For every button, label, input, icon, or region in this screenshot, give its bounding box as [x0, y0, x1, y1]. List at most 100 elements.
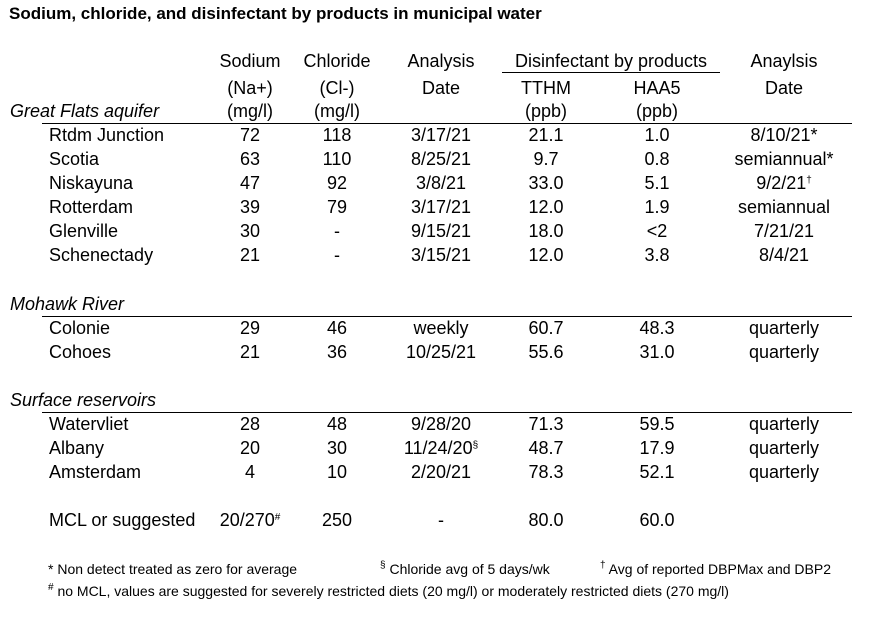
- cell-sodium: 72: [239, 125, 261, 145]
- cell-haa5: <2: [646, 221, 668, 241]
- cell-haa5: 31.0: [639, 342, 675, 362]
- mcl-label: MCL or suggested: [49, 510, 196, 530]
- cell-analysis-date-2: quarterly: [748, 462, 820, 482]
- cell-sodium: 30: [239, 221, 261, 241]
- cell-sodium: 47: [239, 173, 261, 193]
- cell-chloride: 79: [326, 197, 348, 217]
- cell-tthm: 21.1: [528, 125, 564, 145]
- cell-haa5: 17.9: [639, 438, 675, 458]
- cell-chloride: 110: [322, 149, 352, 169]
- cell-analysis-date: 9/28/20: [410, 414, 472, 434]
- row-name: Cohoes: [49, 342, 112, 362]
- cell-tthm: 33.0: [528, 173, 564, 193]
- header-sodium: (Na+): [227, 78, 273, 98]
- header-chloride: Chloride: [303, 51, 371, 71]
- cell-analysis-date-2: semiannual*: [734, 149, 834, 169]
- group-rule: [42, 316, 852, 317]
- cell-haa5: 3.8: [644, 245, 670, 265]
- cell-analysis-date: 3/17/21: [410, 125, 472, 145]
- cell-chloride: 46: [326, 318, 348, 338]
- row-name: Watervliet: [49, 414, 129, 434]
- row-name: Albany: [49, 438, 105, 458]
- cell-analysis-date-2: quarterly: [748, 342, 820, 362]
- cell-tthm: 78.3: [528, 462, 564, 482]
- cell-sodium: 4: [244, 462, 256, 482]
- row-name: Niskayuna: [49, 173, 134, 193]
- hash-mark: #: [48, 582, 54, 593]
- row-name: Rotterdam: [49, 197, 134, 217]
- group-rule: [42, 412, 852, 413]
- cell-tthm: 48.7: [528, 438, 564, 458]
- cell-analysis-date: weekly: [413, 318, 469, 338]
- cell-analysis-date-2: quarterly: [748, 438, 820, 458]
- cell-haa5: 59.5: [639, 414, 675, 434]
- cell-analysis-date: 3/8/21: [415, 173, 467, 193]
- cell-haa5: 1.9: [644, 197, 670, 217]
- cell-analysis-date: 3/15/21: [410, 245, 472, 265]
- cell-analysis-date-2: semiannual: [737, 197, 831, 217]
- mcl-sodium: 20/270#: [219, 510, 281, 530]
- cell-analysis-date-2: quarterly: [748, 414, 820, 434]
- dagger-mark: †: [600, 560, 606, 571]
- mcl-date: -: [438, 510, 444, 530]
- cell-sodium: 28: [239, 414, 261, 434]
- cell-analysis-date-2: quarterly: [748, 318, 820, 338]
- cell-sodium: 21: [239, 342, 261, 362]
- cell-haa5: 52.1: [639, 462, 675, 482]
- section-mark: §: [380, 560, 386, 571]
- group-label: Great Flats aquifer: [10, 101, 160, 121]
- footnote-hash-text: no MCL, values are suggested for severel…: [53, 583, 729, 599]
- cell-analysis-date-2: 9/2/21†: [756, 173, 812, 193]
- cell-analysis-date: 2/20/21: [410, 462, 472, 482]
- footnote-dagger-text: Avg of reported DBPMax and DBP2: [605, 561, 831, 577]
- cell-sodium: 39: [239, 197, 261, 217]
- cell-haa5: 0.8: [644, 149, 670, 169]
- group-label: Surface reservoirs: [10, 390, 157, 410]
- header-disinfectant-by-products: Disinfectant by products: [514, 51, 708, 71]
- mcl-haa5: 60.0: [639, 510, 675, 530]
- cell-haa5: 5.1: [644, 173, 670, 193]
- cell-tthm: 60.7: [528, 318, 564, 338]
- cell-sodium: 29: [239, 318, 261, 338]
- header-haa5: (ppb): [635, 101, 679, 121]
- header-analysis-date-2: Anaylsis: [750, 51, 818, 71]
- row-name: Colonie: [49, 318, 111, 338]
- cell-tthm: 55.6: [528, 342, 564, 362]
- group-rule: [42, 123, 852, 124]
- cell-analysis-date: 11/24/20§: [403, 438, 479, 458]
- header-haa5: HAA5: [633, 78, 681, 98]
- cell-chloride: 118: [322, 125, 352, 145]
- header-analysis-date: Analysis: [407, 51, 475, 71]
- cell-sodium: 20: [239, 438, 261, 458]
- page-title: Sodium, chloride, and disinfectant by pr…: [9, 4, 542, 23]
- cell-analysis-date: 3/17/21: [410, 197, 472, 217]
- footnote-star: * Non detect treated as zero for average: [48, 561, 298, 577]
- cell-chloride: -: [334, 245, 340, 265]
- row-name: Rtdm Junction: [49, 125, 165, 145]
- dbp-group-underline: [502, 72, 720, 73]
- cell-tthm: 71.3: [528, 414, 564, 434]
- footnote-section-text: Chloride avg of 5 days/wk: [385, 561, 550, 577]
- row-name: Schenectady: [49, 245, 154, 265]
- cell-chloride: 30: [326, 438, 348, 458]
- footnote-hash: # no MCL, values are suggested for sever…: [48, 582, 729, 600]
- cell-tthm: 18.0: [528, 221, 564, 241]
- cell-sodium: 63: [239, 149, 261, 169]
- cell-chloride: -: [334, 221, 340, 241]
- header-tthm: (ppb): [524, 101, 568, 121]
- row-name: Scotia: [49, 149, 100, 169]
- cell-analysis-date-2: 8/4/21: [758, 245, 810, 265]
- header-analysis-date-2: Date: [764, 78, 804, 98]
- row-name: Amsterdam: [49, 462, 142, 482]
- header-sodium: (mg/l): [227, 101, 273, 121]
- footnote-dagger: † Avg of reported DBPMax and DBP2: [600, 560, 831, 578]
- cell-haa5: 48.3: [639, 318, 675, 338]
- cell-chloride: 48: [326, 414, 348, 434]
- header-chloride: (Cl-): [319, 78, 355, 98]
- cell-chloride: 10: [326, 462, 348, 482]
- cell-analysis-date-2: 7/21/21: [753, 221, 815, 241]
- mcl-tthm: 80.0: [528, 510, 564, 530]
- mcl-chloride: 250: [321, 510, 353, 530]
- cell-analysis-date: 8/25/21: [410, 149, 472, 169]
- row-name: Glenville: [49, 221, 119, 241]
